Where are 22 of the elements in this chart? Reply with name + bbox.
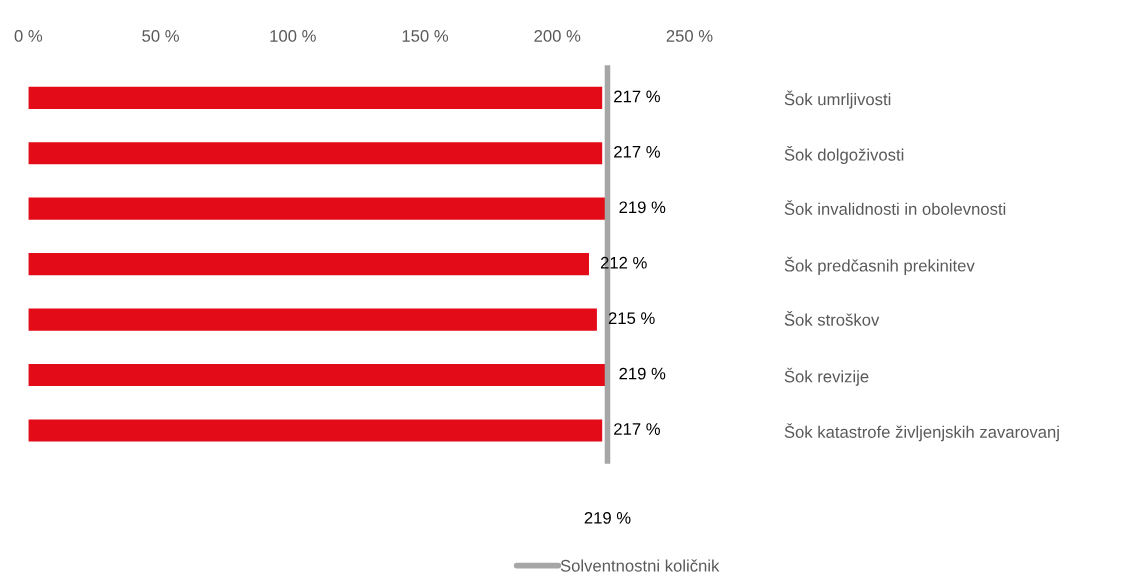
data-label: 212 %: [600, 256, 647, 269]
x-tick-label: 200 %: [534, 30, 581, 42]
y-tick-label: Šok umrljivosti: [784, 90, 891, 109]
y-tick-label: Šok predčasnih prekinitev: [784, 256, 975, 275]
y-tick-label: Šok revizije: [784, 367, 869, 386]
data-label: 219 %: [619, 367, 666, 380]
x-tick-label: 150 %: [402, 30, 449, 42]
y-tick-label: Šok katastrofe življenjskih zavarovanj: [784, 423, 1059, 442]
x-tick-label: 100 %: [270, 30, 316, 42]
x-tick-label: 250 %: [666, 30, 713, 42]
text: 219 %: [584, 511, 631, 524]
data-label: 215 %: [608, 312, 655, 325]
legend-label: Solventnostni količnik: [560, 559, 720, 572]
x-tick-label: 0 %: [14, 30, 43, 42]
y-tick-label: Šok stroškov: [784, 311, 880, 326]
x-tick-label: 50 %: [142, 30, 179, 42]
y-tick-label: Šok invalidnosti in obolevnosti: [784, 200, 1006, 215]
data-label: 217 %: [614, 423, 660, 435]
data-label: 219 %: [619, 201, 666, 214]
data-label: 217 %: [614, 90, 660, 103]
data-label: 217 %: [614, 145, 660, 158]
y-tick-label: Šok dolgoživosti: [784, 145, 904, 165]
